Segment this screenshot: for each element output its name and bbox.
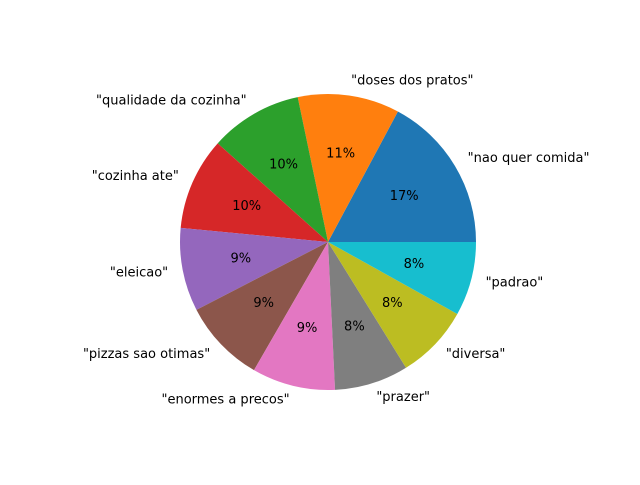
slice-percent-5: 9%	[230, 251, 251, 266]
slice-label-5: "eleicao"	[110, 265, 168, 280]
slice-label-7: "enormes a precos"	[161, 393, 289, 408]
slice-percent-1: 17%	[390, 189, 419, 204]
slice-label-6: "pizzas sao otimas"	[83, 347, 210, 362]
pie-labels: "nao quer comida" 17% "doses dos pratos" 11…	[83, 73, 590, 407]
slice-percent-9: 8%	[382, 296, 403, 311]
slice-label-10: "padrao"	[486, 275, 544, 290]
slice-percent-3: 10%	[269, 158, 298, 173]
slice-label-1: "nao quer comida"	[468, 151, 590, 166]
pie-slice-6	[196, 242, 328, 371]
slice-label-3: "qualidade da cozinha"	[96, 94, 247, 109]
pie-slice-7	[254, 242, 336, 390]
slice-label-2: "doses dos pratos"	[351, 73, 473, 88]
slice-percent-7: 9%	[297, 321, 318, 336]
pie-slice-4	[180, 143, 328, 242]
slice-label-4: "cozinha ate"	[92, 169, 179, 184]
slice-label-8: "prazer"	[376, 390, 430, 405]
pie-slice-8	[328, 242, 407, 390]
pie-slice-10	[328, 242, 476, 314]
slice-percent-4: 10%	[232, 199, 261, 214]
pie-slice-3	[217, 97, 328, 242]
slice-percent-2: 11%	[326, 147, 355, 162]
slice-percent-6: 9%	[253, 296, 274, 311]
pie-slice-9	[328, 242, 458, 368]
pie-slice-5	[179, 227, 328, 310]
pie-slices	[179, 94, 477, 390]
slice-label-9: "diversa"	[446, 347, 506, 362]
slice-percent-8: 8%	[344, 319, 365, 334]
pie-slice-2	[297, 94, 398, 242]
pie-slice-1	[328, 111, 477, 242]
slice-percent-10: 8%	[404, 257, 425, 272]
